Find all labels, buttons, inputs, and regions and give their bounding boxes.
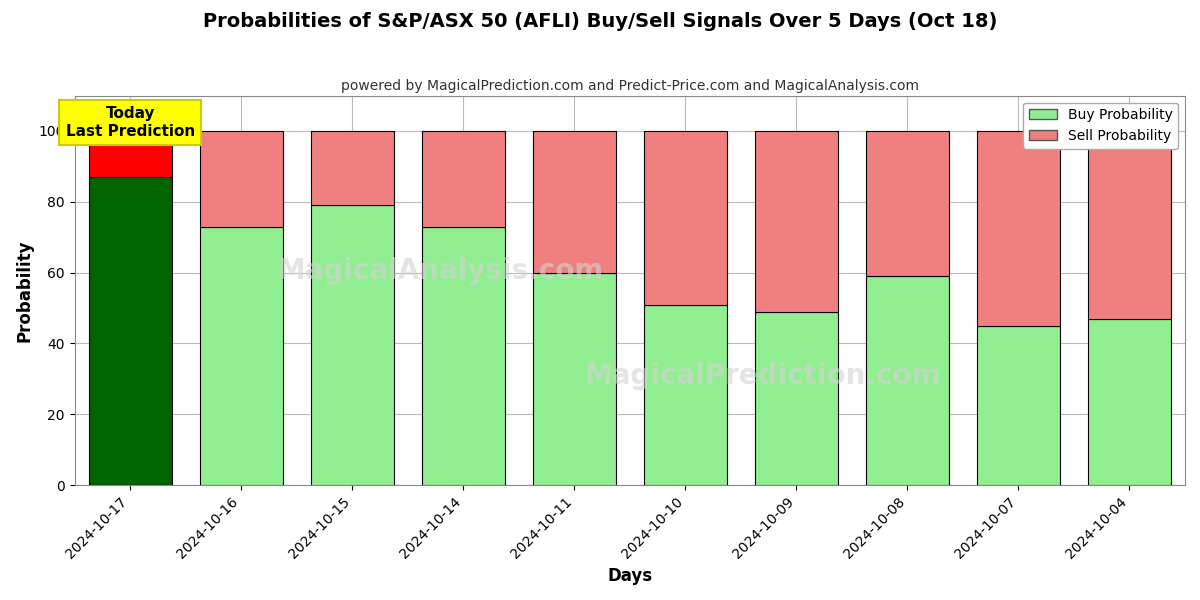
Bar bbox=[199, 131, 283, 227]
Text: MagicalAnalysis.com: MagicalAnalysis.com bbox=[278, 257, 604, 285]
Bar bbox=[311, 131, 394, 205]
Title: powered by MagicalPrediction.com and Predict-Price.com and MagicalAnalysis.com: powered by MagicalPrediction.com and Pre… bbox=[341, 79, 919, 93]
Bar bbox=[755, 311, 838, 485]
Bar bbox=[1088, 131, 1171, 319]
Bar bbox=[311, 205, 394, 485]
Bar bbox=[421, 131, 505, 227]
Bar bbox=[89, 131, 172, 177]
Bar bbox=[977, 326, 1060, 485]
Bar bbox=[89, 177, 172, 485]
Bar bbox=[421, 227, 505, 485]
Bar bbox=[533, 131, 616, 272]
Bar bbox=[643, 305, 727, 485]
Bar bbox=[755, 131, 838, 311]
Bar bbox=[199, 227, 283, 485]
Legend: Buy Probability, Sell Probability: Buy Probability, Sell Probability bbox=[1024, 103, 1178, 149]
Bar bbox=[1088, 319, 1171, 485]
Bar bbox=[643, 131, 727, 305]
Text: MagicalPrediction.com: MagicalPrediction.com bbox=[584, 362, 941, 390]
Bar bbox=[865, 276, 949, 485]
Bar bbox=[977, 131, 1060, 326]
X-axis label: Days: Days bbox=[607, 567, 653, 585]
Bar bbox=[533, 272, 616, 485]
Bar bbox=[865, 131, 949, 276]
Text: Today
Last Prediction: Today Last Prediction bbox=[66, 106, 194, 139]
Y-axis label: Probability: Probability bbox=[16, 239, 34, 341]
Text: Probabilities of S&P/ASX 50 (AFLI) Buy/Sell Signals Over 5 Days (Oct 18): Probabilities of S&P/ASX 50 (AFLI) Buy/S… bbox=[203, 12, 997, 31]
